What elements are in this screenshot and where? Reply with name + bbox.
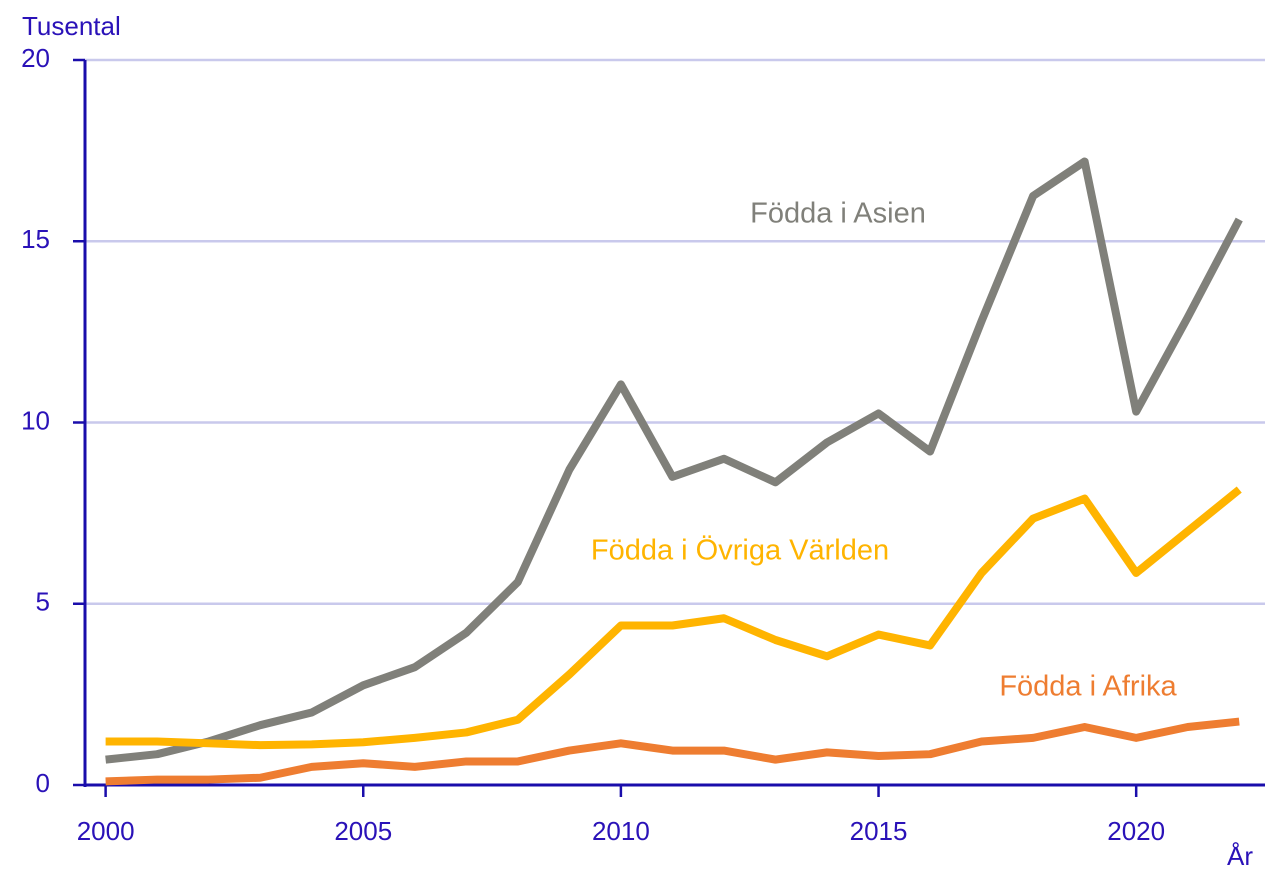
y-tick-label: 0 [36,768,50,798]
x-axis-label: År [1227,841,1253,871]
x-tick-label: 2005 [334,816,392,846]
series-label: Födda i Afrika [999,671,1177,703]
y-tick-label: 20 [21,43,50,73]
y-tick-label: 5 [36,587,50,617]
y-tick-label: 10 [21,405,50,435]
series-label: Födda i Övriga Världen [591,535,889,567]
y-tick-label: 15 [21,224,50,254]
x-tick-label: 2000 [77,816,135,846]
series-line [105,157,1243,764]
series-line [105,717,1240,786]
x-tick-label: 2015 [850,816,908,846]
series-label: Födda i Asien [750,198,926,230]
y-axis-label: Tusental [22,11,121,41]
x-tick-label: 2020 [1107,816,1165,846]
x-tick-label: 2010 [592,816,650,846]
series-line [105,486,1242,750]
